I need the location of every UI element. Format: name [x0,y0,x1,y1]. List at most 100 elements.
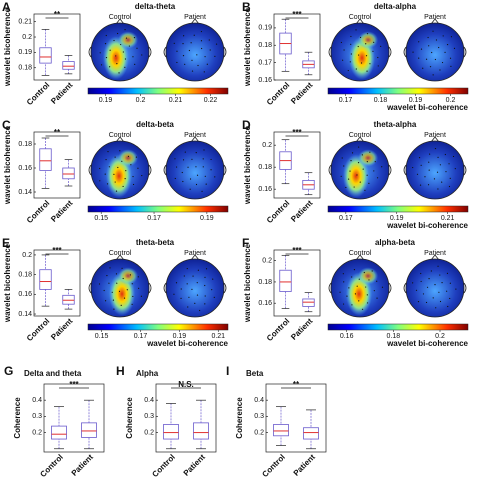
electrode [340,175,342,177]
electrode [418,41,420,43]
electrode [105,34,107,37]
electrode [100,64,103,66]
electrode [418,57,420,59]
electrode [355,29,357,31]
electrode [210,169,212,171]
electrode [343,165,345,167]
electrode [433,178,436,180]
y-axis-label: wavelet bicoherence [3,243,12,323]
electrode [204,284,206,287]
electrode [355,68,357,70]
electrode [138,287,140,289]
colorbar [327,323,469,331]
head-ear [328,46,392,58]
colorbar [327,87,469,95]
colorbar-tick-label: 0.17 [339,97,353,104]
panel-letter: F [242,236,249,250]
y-tick-label: 0.16 [18,291,32,298]
electrode [381,286,384,288]
electrode [357,146,360,148]
electrode [180,297,182,300]
electrode [444,51,446,53]
electrode [104,42,107,45]
electrode [209,49,211,51]
colorbar-tick-label: 0.18 [374,97,388,104]
electrode [444,153,446,156]
electrode [428,45,430,47]
y-axis-label: wavelet bicoherence [3,125,12,205]
map-label: Patient [184,14,206,21]
plot-frame [273,131,321,199]
electrode [212,278,214,280]
panel-title: Beta [246,369,264,378]
electrode [449,297,451,300]
head-ear [403,282,467,294]
y-tick-label: 0.16 [18,165,32,172]
head-ear [403,164,467,176]
box [62,167,75,180]
electrode [356,174,358,176]
electrode [417,301,420,303]
electrode [202,166,204,168]
electrode [448,185,451,188]
electrode [189,178,192,180]
colorbar-tick-label: 0.17 [134,333,148,340]
y-axis-label: Coherence [125,397,134,439]
head-ear [163,282,227,294]
electrode [364,189,366,191]
electrode [195,166,197,168]
panel-letter: A [2,0,11,14]
colorbar-tick-label: 0.17 [339,215,353,222]
electrode [183,35,185,37]
electrode [117,32,119,35]
electrode [437,265,439,267]
map-label: Control [349,132,372,139]
colorbar-tick-label: 0.19 [390,215,404,222]
significance-label: *** [292,10,302,19]
head-ear [328,282,392,294]
electrode [425,301,428,304]
y-axis-label: wavelet bicoherence [3,7,12,87]
electrode [118,290,121,292]
electrode [116,63,118,65]
electrode [439,69,441,71]
y-tick-label: 0.4 [32,397,42,404]
box [51,425,67,440]
electrode [140,295,143,297]
electrode [113,39,115,42]
electrode [432,30,434,32]
x-tick-label: Patient [289,80,314,105]
colorbar [87,205,229,213]
electrode [357,162,360,164]
box [62,61,75,70]
electrode [187,306,189,308]
electrode [343,49,345,51]
significance-label: *** [292,246,302,255]
electrode [132,183,135,186]
map-label: Control [109,250,132,257]
electrode [381,166,383,168]
x-tick-label: Control [260,453,286,479]
electrode [121,160,123,162]
colorbar-label: wavelet bi-coherence [386,339,468,348]
electrode [108,166,110,168]
electrode [193,34,195,36]
x-tick-label: Patient [182,452,207,477]
electrode [376,280,378,282]
electrode [114,156,116,158]
electrode [132,56,134,58]
colorbar-tick-label: 0.19 [173,333,187,340]
electrode [191,288,193,290]
electrode [366,70,368,72]
x-tick-label: Patient [292,452,317,477]
head-ear [328,164,392,176]
electrode [182,159,185,161]
electrode [453,47,456,50]
electrode [452,155,455,158]
electrode [366,294,368,296]
electrode [119,150,121,152]
box [193,422,209,440]
electrode [438,291,440,293]
y-axis-label: wavelet bicoherence [243,243,252,323]
